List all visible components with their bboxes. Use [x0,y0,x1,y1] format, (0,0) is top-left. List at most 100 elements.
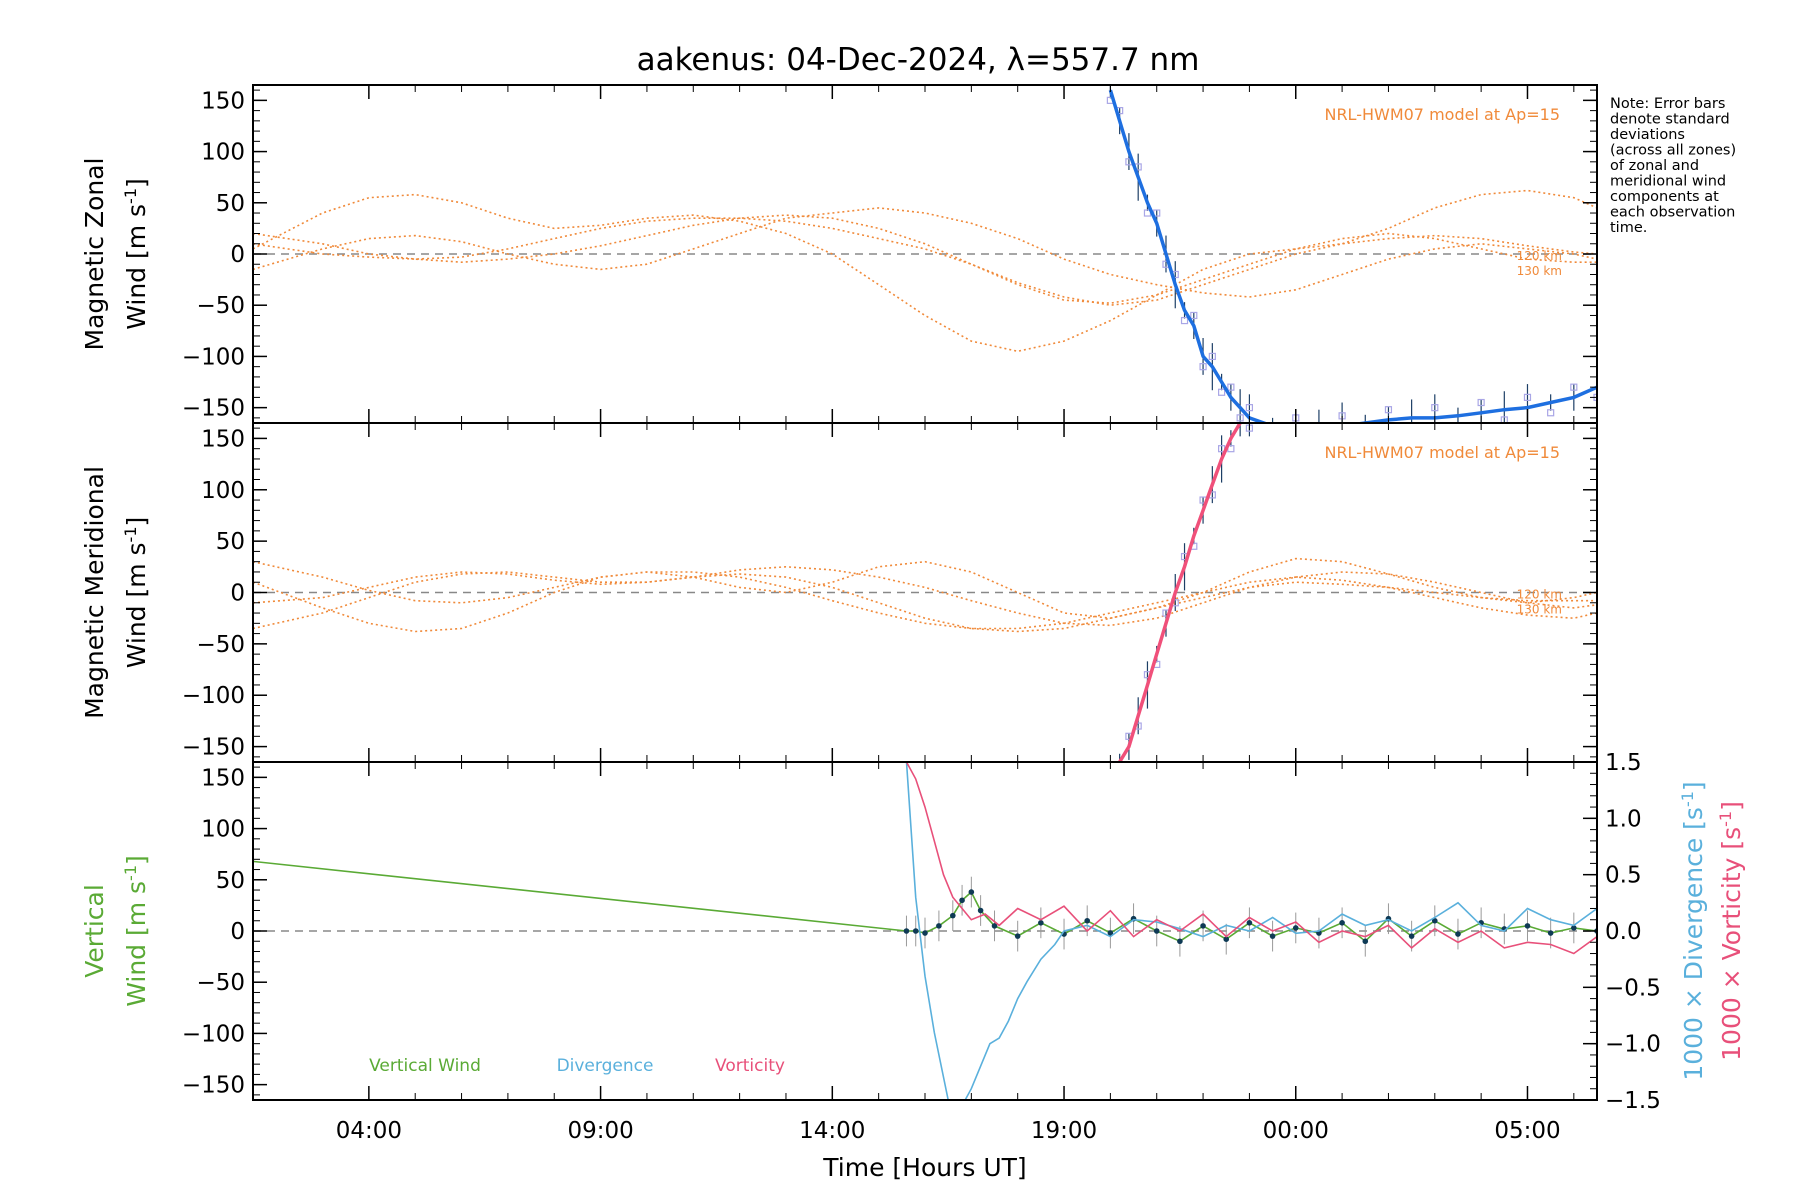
model-height-label: 120 km [1517,249,1562,263]
chart-title: aakenus: 04-Dec-2024, λ=557.7 nm [637,42,1200,78]
y-tick-label: −50 [196,293,245,319]
vertical-wind-point [936,923,942,929]
vertical-panel: Vertical Wind Divergence Vorticity −1.5 −1.0… [80,750,1746,1182]
vertical-wind-point [991,923,998,929]
series-line-vorticity [905,762,1597,955]
x-tick-label: 00:00 [1263,1118,1329,1144]
y-tick-label: −150 [182,396,245,422]
y-tick-label: −50 [196,970,245,996]
note-line: (across all zones) [1610,143,1736,159]
zone-scatter-point [1236,414,1244,422]
vertical-wind-point [922,930,928,936]
y-tick-label: 150 [201,88,245,114]
x-tick-label: 05:00 [1494,1118,1560,1144]
y-tick-label: −50 [196,632,245,658]
zone-scatter-point [1218,388,1226,396]
model-series-line [253,565,1597,630]
y-axis-label-text: Wind [m s [122,542,151,668]
model-series-line [253,189,1597,353]
right-tick-label: 0.0 [1605,919,1642,945]
model-series-line [253,571,1597,633]
legend-entry: Vorticity [715,1056,785,1076]
legend-entry: Divergence [557,1056,654,1076]
zone-scatter-point [1199,363,1207,371]
divergence-axis-label-close: ] [1679,781,1708,791]
y-tick-label: −150 [182,1073,245,1099]
y-tick-label: 50 [216,868,245,894]
zone-scatter-point [1570,383,1578,391]
x-tick-label: 14:00 [799,1118,865,1144]
y-tick-label: 0 [230,581,245,607]
vertical-wind-point [1014,933,1021,939]
y-tick-label: −150 [182,735,245,761]
vertical-wind-point [1408,933,1415,939]
y-tick-label: −100 [182,344,245,370]
note-line: denote standard [1610,112,1730,128]
y-tick-label: 100 [201,478,245,504]
y-tick-label: 0 [230,919,245,945]
legend-entry: Vertical Wind [369,1056,481,1076]
model-label: NRL-HWM07 model at Ap=15 [1324,105,1560,124]
x-tick-label: 04:00 [336,1118,402,1144]
vertical-wind-point [1107,930,1114,936]
vertical-wind-point [1038,920,1044,926]
vertical-wind-point [959,897,965,904]
divergence-axis-label: 1000 × Divergence [s-1] [1678,781,1708,1080]
vertical-wind-point [1339,920,1345,926]
vertical-wind-point [1269,933,1276,939]
y-tick-label: 50 [216,191,245,217]
right-tick-label: −1.5 [1605,1088,1661,1114]
vertical-wind-point [1292,925,1299,931]
y-axis-label-text: Wind [m s [122,881,151,1007]
right-tick-label: 1.0 [1605,806,1642,832]
y-tick-label: 150 [201,765,245,791]
y-axis-label-close: ] [122,855,151,865]
divergence-axis-label-superscript: -1 [1678,791,1697,807]
zone-scatter-point [1384,406,1393,414]
zone-scatter-point [1208,352,1216,361]
note-line: meridional wind [1610,174,1726,190]
model-series-line [253,207,1597,298]
zone-scatter-point [1477,398,1485,407]
series-line-divergence [905,762,1597,1100]
divergence-axis-label-text: 1000 × Divergence [s [1679,807,1708,1081]
zone-scatter-point [1245,404,1254,412]
right-tick-label: 0.5 [1605,863,1642,889]
y-axis-label-superscript: -1 [121,526,140,542]
note-line: Note: Error bars [1610,96,1725,112]
y-axis-label-text: Wind [m s [122,204,151,330]
vertical-wind-point [1084,917,1091,924]
zone-scatter-point [1227,383,1235,391]
vertical-wind-point [1524,923,1531,929]
vertical-wind-point [1362,938,1369,945]
note-line: each observation [1610,205,1735,221]
y-tick-label: −100 [182,1021,245,1047]
vertical-wind-point [912,928,919,934]
vertical-plot-area [253,762,1597,1100]
vertical-wind-point [950,912,956,919]
zone-scatter-point [1180,316,1189,325]
vorticity-axis-label-superscript: -1 [1716,811,1735,827]
model-height-label: 130 km [1517,603,1562,617]
vertical-wind-point [1223,936,1230,942]
zone-scatter-point [1547,409,1555,417]
right-tick-label: −0.5 [1605,975,1661,1001]
y-axis-label-superscript: -1 [121,865,140,881]
note-line: time. [1610,220,1647,236]
vertical-wind-point [1455,931,1461,937]
y-axis-label-line2: Wind [m s-1] [121,517,151,669]
x-axis-label: Time [Hours UT] [822,1153,1026,1182]
y-tick-label: 50 [216,529,245,555]
y-axis-label-line1: Magnetic Zonal [80,158,109,351]
y-axis-label-line2: Wind [m s-1] [121,855,151,1007]
y-tick-label: 100 [201,817,245,843]
zone-scatter-point [1190,311,1198,320]
y-axis-label-close: ] [122,178,151,188]
y-axis-label-line1: Magnetic Meridional [80,466,109,719]
vorticity-axis-label-close: ] [1717,801,1746,811]
vertical-wind-point [1153,928,1160,934]
y-axis-label-close: ] [122,517,151,527]
right-tick-label: 1.5 [1605,750,1642,776]
